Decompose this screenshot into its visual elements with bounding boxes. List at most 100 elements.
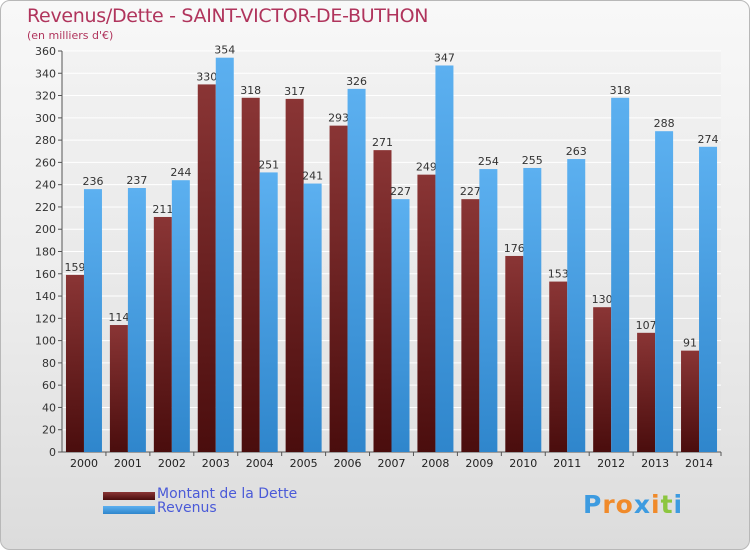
bar-revenus [127, 188, 146, 452]
data-label-revenus: 227 [390, 185, 411, 198]
y-tick-label: 80 [42, 357, 56, 370]
legend-swatch-revenus [103, 506, 155, 514]
bar-dette [153, 216, 172, 452]
x-tick-label: 2002 [158, 457, 186, 470]
y-tick-label: 300 [35, 112, 56, 125]
data-label-revenus: 318 [610, 84, 631, 97]
y-tick-label: 160 [35, 268, 56, 281]
data-label-dette: 293 [328, 112, 349, 125]
x-tick-label: 2009 [465, 457, 493, 470]
data-label-dette: 249 [416, 161, 437, 174]
y-tick-label: 140 [35, 290, 56, 303]
bar-dette [241, 97, 260, 453]
data-label-dette: 153 [548, 268, 569, 281]
bar-revenus [655, 131, 674, 452]
bar-dette [197, 84, 216, 453]
data-label-revenus: 241 [302, 170, 323, 183]
logo-letter: t [660, 490, 674, 519]
bar-dette [109, 325, 128, 452]
data-label-revenus: 326 [346, 75, 367, 88]
chart-subtitle: (en milliers d'€) [27, 29, 114, 42]
data-label-dette: 114 [108, 311, 129, 324]
y-tick-label: 200 [35, 223, 56, 236]
data-label-dette: 211 [152, 203, 173, 216]
bar-revenus [303, 183, 322, 452]
bar-dette [329, 125, 348, 452]
data-label-dette: 176 [504, 242, 525, 255]
logo-letter: i [673, 490, 684, 519]
x-tick-label: 2004 [246, 457, 274, 470]
y-tick-label: 260 [35, 156, 56, 169]
y-tick-label: 100 [35, 335, 56, 348]
chart-title: Revenus/Dette - SAINT-VICTOR-DE-BUTHON [27, 5, 429, 27]
data-label-dette: 107 [636, 319, 657, 332]
bar-dette [373, 150, 392, 452]
x-tick-label: 2008 [421, 457, 449, 470]
data-label-revenus: 237 [126, 174, 147, 187]
x-tick-label: 2007 [378, 457, 406, 470]
x-tick-label: 2001 [114, 457, 142, 470]
proxiti-logo: Proxiti [583, 490, 683, 519]
logo-letter: x [633, 490, 651, 519]
bar-dette [65, 274, 84, 452]
data-label-revenus: 244 [170, 166, 191, 179]
data-label-revenus: 263 [566, 145, 587, 158]
x-tick-label: 2014 [685, 457, 713, 470]
y-tick-label: 60 [42, 379, 56, 392]
bar-dette [285, 98, 304, 453]
bar-dette [637, 332, 656, 452]
x-tick-label: 2013 [641, 457, 669, 470]
bar-revenus [259, 172, 278, 453]
data-label-revenus: 354 [214, 44, 235, 57]
bar-revenus [171, 180, 190, 452]
legend-label-revenus: Revenus [157, 500, 217, 516]
data-label-dette: 130 [592, 293, 613, 306]
bar-revenus [699, 146, 718, 453]
logo-letter: P [583, 490, 603, 519]
y-tick-label: 360 [35, 45, 56, 58]
data-label-revenus: 288 [654, 117, 675, 130]
legend-swatch-dette [103, 492, 155, 500]
data-label-dette: 227 [460, 185, 481, 198]
y-tick-label: 120 [35, 312, 56, 325]
x-tick-label: 2000 [70, 457, 98, 470]
data-label-dette: 330 [196, 70, 217, 83]
bar-revenus [611, 97, 630, 453]
bar-revenus [435, 65, 454, 452]
bar-revenus [83, 189, 102, 452]
logo-letter: i [651, 490, 661, 519]
bar-revenus [391, 199, 410, 452]
x-tick-label: 2005 [290, 457, 318, 470]
data-label-revenus: 251 [258, 158, 279, 171]
x-tick-label: 2010 [509, 457, 537, 470]
data-label-dette: 271 [372, 136, 393, 149]
y-tick-label: 220 [35, 201, 56, 214]
bar-dette [417, 174, 436, 452]
x-tick-label: 2006 [334, 457, 362, 470]
legend-label-dette: Montant de la Dette [157, 486, 298, 502]
y-tick-label: 0 [49, 446, 56, 459]
x-tick-label: 2003 [202, 457, 230, 470]
logo-letter: o [615, 490, 634, 519]
y-tick-label: 280 [35, 134, 56, 147]
data-label-dette: 318 [240, 84, 261, 97]
y-tick-label: 320 [35, 90, 56, 103]
bar-revenus [567, 159, 586, 452]
bar-revenus [523, 167, 542, 453]
data-label-revenus: 255 [522, 154, 543, 167]
y-tick-label: 340 [35, 67, 56, 80]
y-tick-label: 20 [42, 424, 56, 437]
bar-revenus [347, 88, 366, 452]
data-label-revenus: 347 [434, 51, 455, 64]
bar-dette [681, 350, 700, 452]
y-tick-label: 40 [42, 401, 56, 414]
data-label-revenus: 236 [82, 175, 103, 188]
logo-letter: r [602, 490, 616, 519]
x-tick-label: 2012 [597, 457, 625, 470]
data-label-dette: 159 [64, 261, 85, 274]
bar-dette [593, 307, 612, 452]
bar-dette [505, 255, 524, 452]
data-label-revenus: 254 [478, 155, 499, 168]
